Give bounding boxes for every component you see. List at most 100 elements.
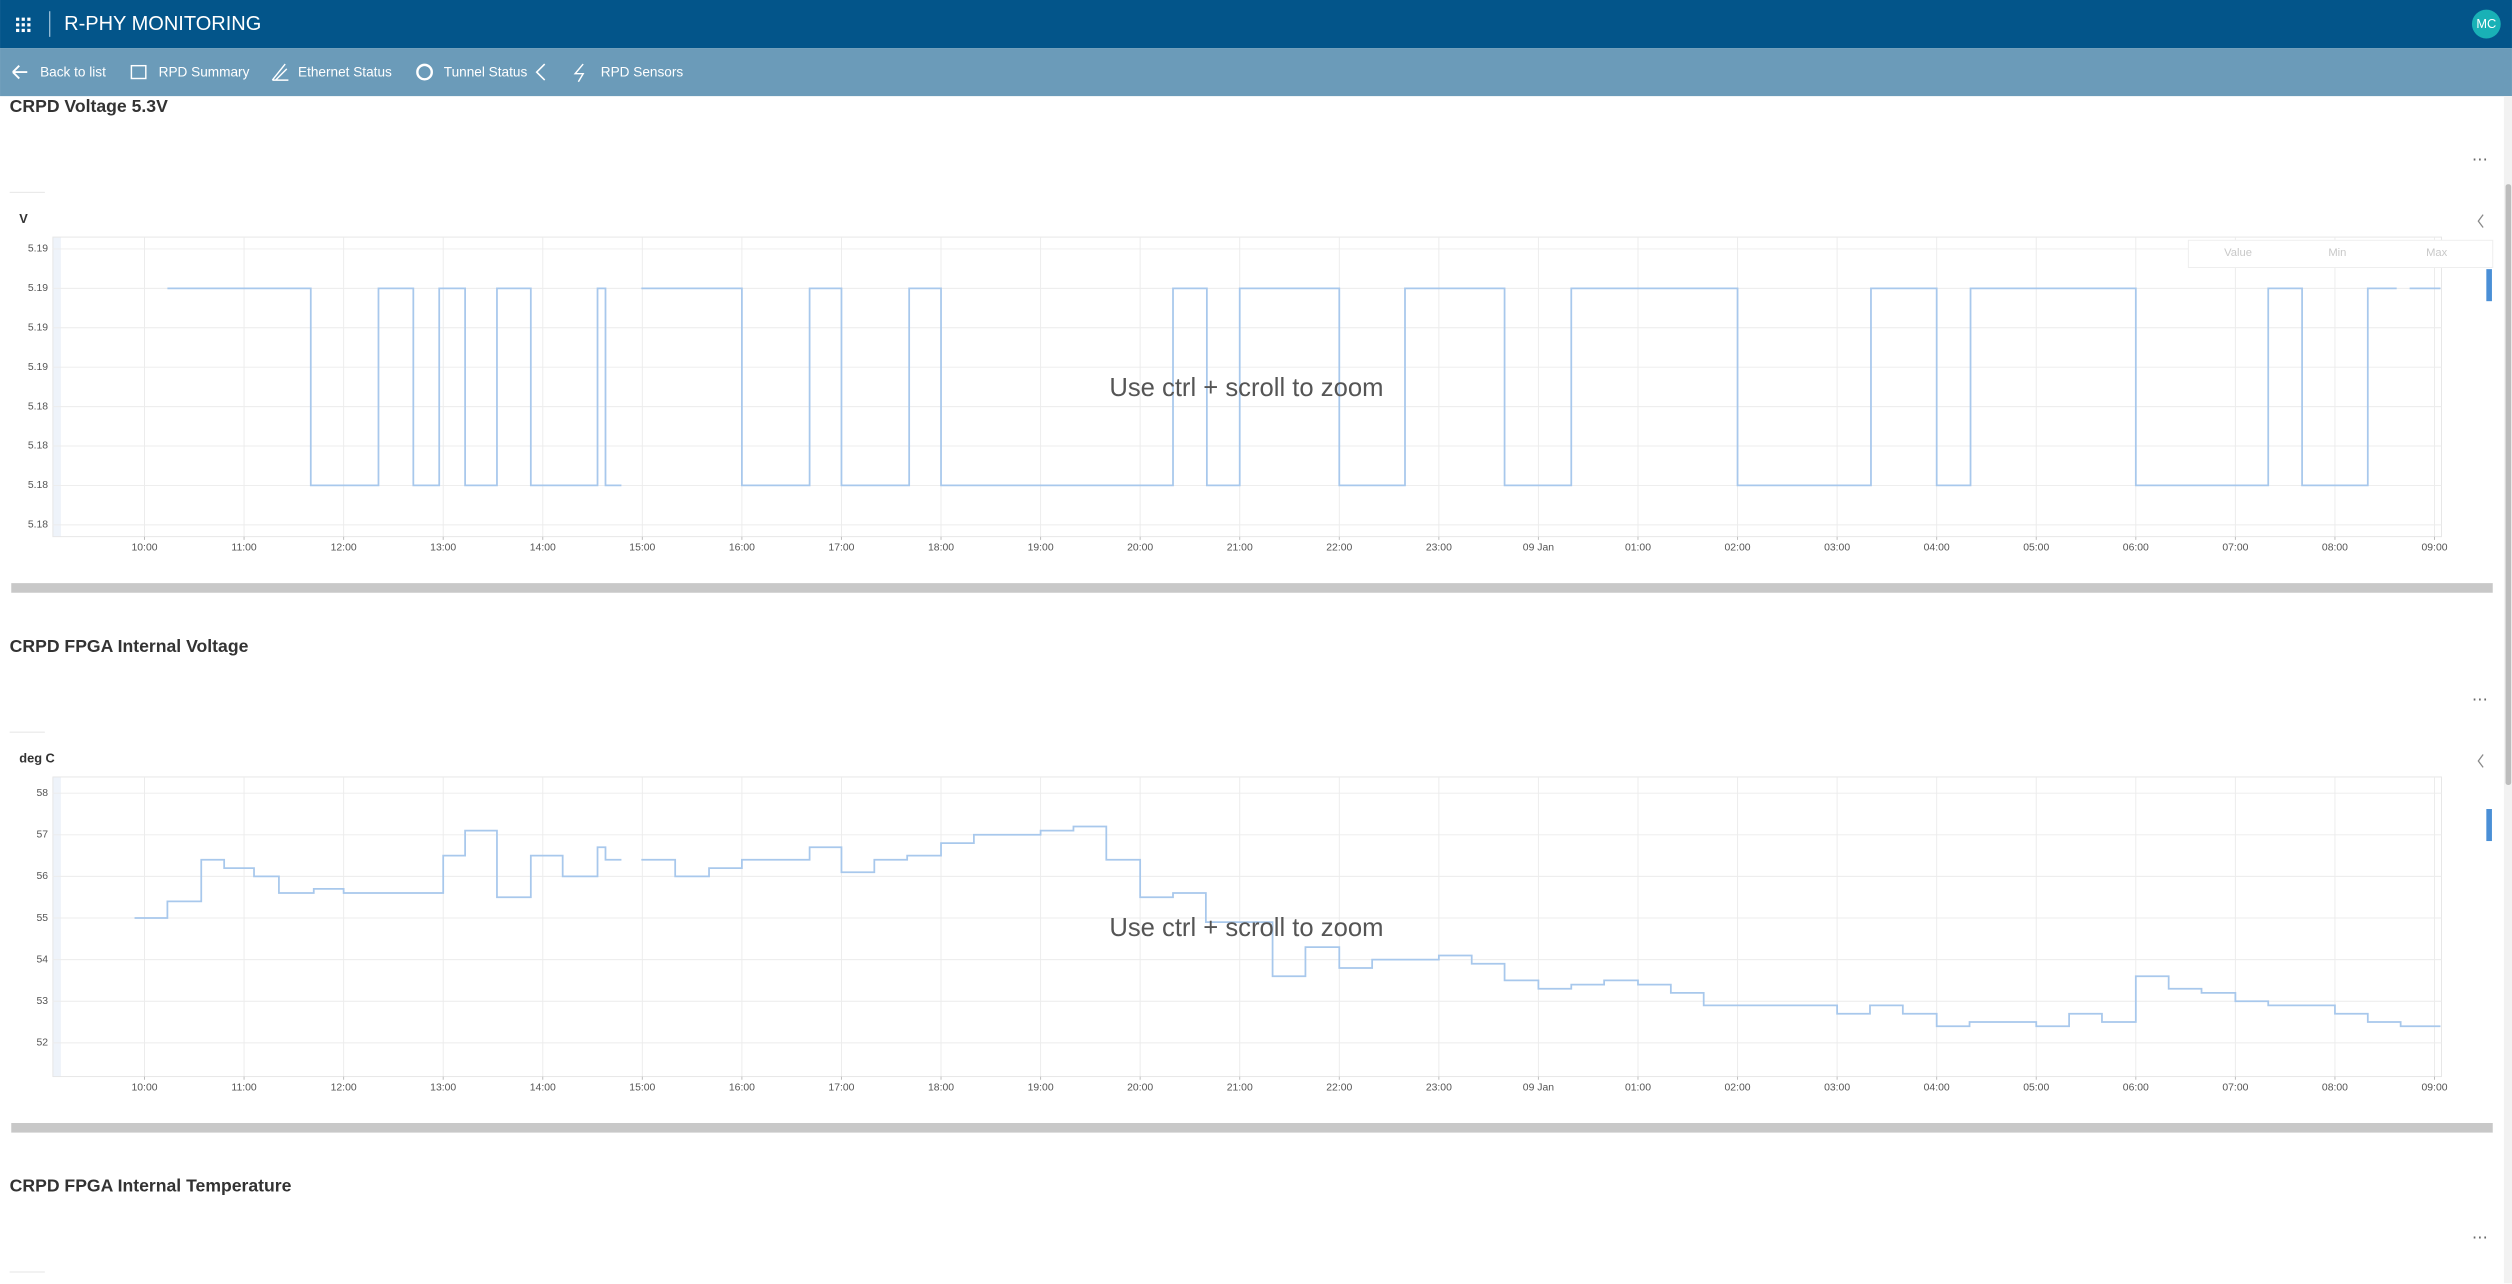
chart-title: CRPD Voltage 5.3V [10,96,168,116]
nav-item[interactable]: Tunnel Status [444,64,528,79]
x-tick-label: 03:00 [1824,543,1850,554]
avatar-initials[interactable]: MC [2476,16,2496,31]
data-line [167,287,2441,487]
x-tick-label: 02:00 [1725,1083,1751,1094]
x-tick-label: 15:00 [629,543,655,554]
zoom-hint: Use ctrl + scroll to zoom [1109,374,1383,402]
zoom-scrollbar[interactable] [11,583,2493,593]
summary-icon[interactable] [130,64,147,80]
x-tick-label: 10:00 [131,543,157,554]
x-tick-label: 14:00 [530,543,556,554]
x-tick-label: 03:00 [1824,1083,1850,1094]
x-tick-label: 20:00 [1127,1083,1153,1094]
chart-title: CRPD FPGA Internal Voltage [10,636,249,656]
more-menu[interactable]: ⋯ [2472,1230,2488,1247]
x-tick-label: 07:00 [2222,1083,2248,1094]
avatar[interactable] [2471,9,2501,39]
x-tick-label: 10:00 [131,1083,157,1094]
zoom-scrollbar[interactable] [11,1122,2493,1133]
x-tick-label: 07:00 [2222,543,2248,554]
x-tick-label: 17:00 [828,543,854,554]
nav-item[interactable]: RPD Summary [159,64,250,79]
x-tick-label: 06:00 [2123,1083,2149,1094]
y-tick-label: 54 [37,954,49,965]
x-tick-label: 22:00 [1326,1083,1352,1094]
nav-item[interactable]: RPD Sensors [601,64,684,79]
scrollbar-thumb[interactable] [2505,184,2512,785]
x-tick-label: 12:00 [331,543,357,554]
section-title: CRPD FPGA Internal Temperature [10,1176,292,1196]
x-tick-label: 14:00 [530,1083,556,1094]
x-tick-label: 13:00 [430,543,456,554]
app-title: R-PHY MONITORING [64,13,261,35]
plot-frame [52,236,2442,538]
x-tick-label: 09:00 [2421,1083,2447,1094]
x-tick-label: 13:00 [430,1083,456,1094]
x-tick-label: 04:00 [1924,1083,1950,1094]
y-tick-label: 5.18 [28,520,48,531]
y-axis-band [52,237,61,537]
x-tick-label: 18:00 [928,1083,954,1094]
y-tick-label: 5.19 [28,323,48,334]
collapse-icon[interactable] [535,63,546,81]
y-tick-label: 5.19 [28,283,48,294]
collapse-arrow[interactable] [2477,754,2484,768]
y-tick-label: 5.18 [28,480,48,491]
x-tick-label: 22:00 [1326,543,1352,554]
x-tick-label: 16:00 [729,543,755,554]
y-tick-label: 5.18 [28,441,48,452]
legend-panel [2187,239,2494,269]
nav-bar [0,48,2512,97]
x-tick-label: 11:00 [231,1083,256,1094]
nav-item[interactable]: Ethernet Status [298,64,392,79]
range-indicator [2486,269,2492,302]
more-menu[interactable]: ⋯ [2472,151,2488,168]
plot-frame [52,776,2442,1078]
x-tick-label: 21:00 [1227,543,1253,554]
x-tick-label: 17:00 [828,1083,854,1094]
collapse-arrow[interactable] [2477,214,2484,228]
x-tick-label: 18:00 [928,543,954,554]
back-icon[interactable] [12,65,28,80]
zoom-hint: Use ctrl + scroll to zoom [1109,914,1383,942]
legend-header: Value [2224,247,2252,259]
x-tick-label: 11:00 [231,543,256,554]
y-tick-label: 53 [37,996,49,1007]
x-tick-label: 08:00 [2322,543,2348,554]
more-menu[interactable]: ⋯ [2472,691,2488,708]
x-tick-label: 12:00 [331,1083,357,1094]
data-line [134,825,2441,1028]
y-axis-unit: deg C [19,751,55,766]
x-tick-label: 16:00 [729,1083,755,1094]
x-tick-label: 23:00 [1426,543,1452,554]
ethernet-icon[interactable] [271,63,289,81]
app-bar [0,0,2512,49]
x-tick-label: 15:00 [629,1083,655,1094]
x-tick-label: 20:00 [1127,543,1153,554]
x-tick-label: 09 Jan [1523,1083,1554,1094]
sensor-icon[interactable] [573,63,585,83]
y-axis-unit: V [19,211,28,226]
x-tick-label: 23:00 [1426,1083,1452,1094]
legend-header: Min [2328,247,2346,259]
y-tick-label: 52 [37,1038,49,1049]
range-indicator [2486,809,2492,842]
x-tick-label: 05:00 [2023,543,2049,554]
x-tick-label: 21:00 [1227,1083,1253,1094]
y-tick-label: 58 [37,788,49,799]
x-tick-label: 19:00 [1028,1083,1054,1094]
legend-header: Max [2426,247,2448,259]
nav-item[interactable]: Back to list [40,64,106,79]
y-tick-label: 57 [37,830,49,841]
y-tick-label: 5.19 [28,362,48,373]
tunnel-icon[interactable] [416,63,433,81]
y-tick-label: 5.18 [28,401,48,412]
x-tick-label: 06:00 [2123,543,2149,554]
x-tick-label: 05:00 [2023,1083,2049,1094]
app-launcher[interactable] [16,17,31,33]
x-tick-label: 09:00 [2421,543,2447,554]
x-tick-label: 09 Jan [1523,543,1554,554]
x-tick-label: 02:00 [1725,543,1751,554]
